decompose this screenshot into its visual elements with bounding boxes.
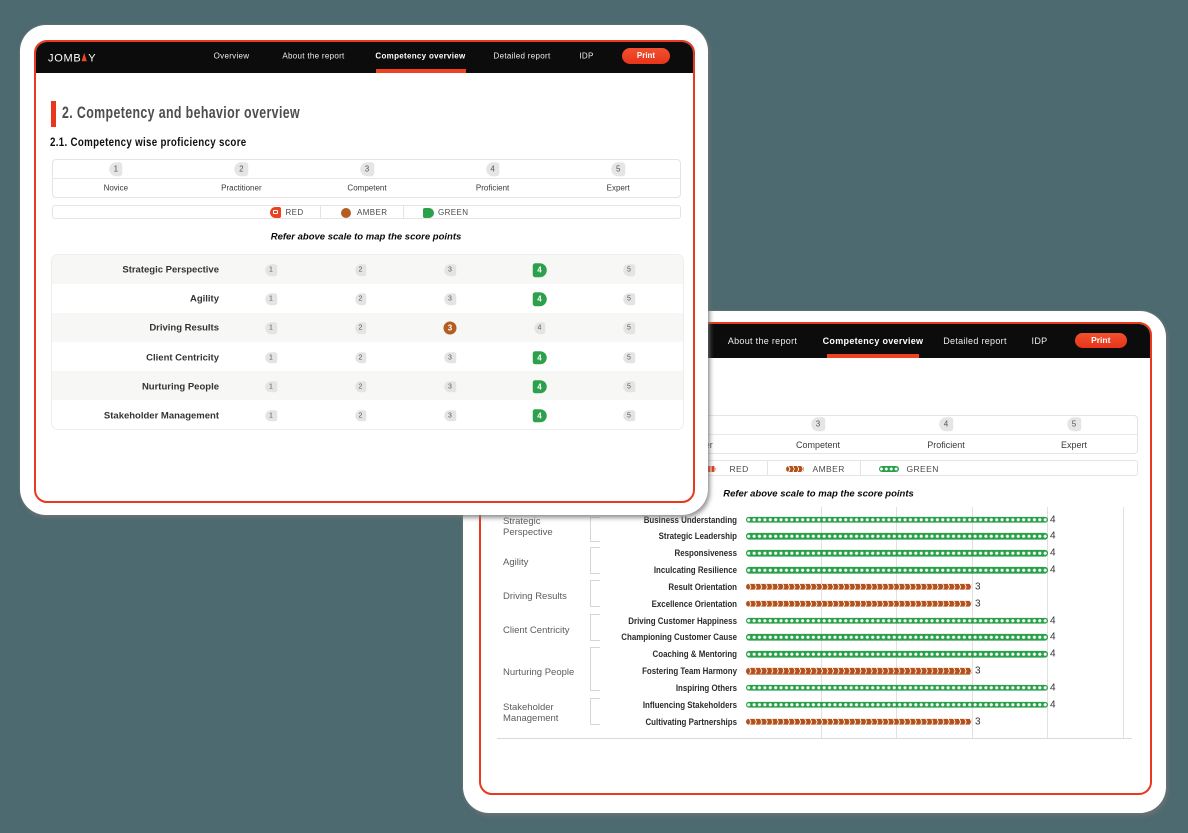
- svg-text:Y: Y: [88, 52, 96, 63]
- svg-text:JOMB: JOMB: [48, 52, 81, 63]
